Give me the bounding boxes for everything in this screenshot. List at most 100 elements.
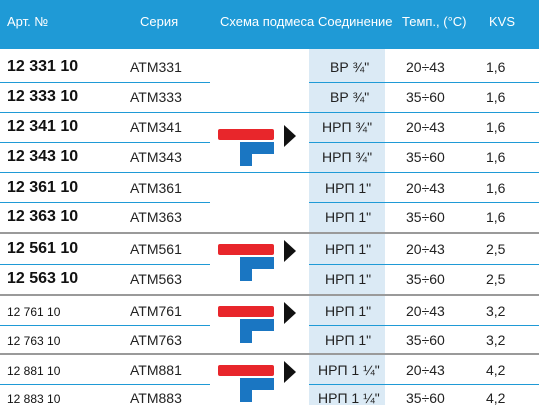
- hot-pipe: [218, 129, 274, 140]
- table-row: 12 331 10 ATM331 ВР ¾" 20÷43 1,6: [0, 52, 539, 82]
- series-cell: ATM883: [130, 390, 182, 406]
- kvs-cell: 1,6: [486, 149, 506, 165]
- series-cell: ATM331: [130, 59, 182, 75]
- kvs-cell: 2,5: [486, 271, 506, 287]
- group-separator: [0, 353, 539, 355]
- connection-cell: НРП 1": [325, 303, 372, 319]
- kvs-cell: 1,6: [486, 119, 506, 135]
- kvs-cell: 4,2: [486, 390, 506, 406]
- mixing-scheme-icon: [218, 302, 296, 343]
- kvs-cell: 1,6: [486, 180, 506, 196]
- table-row: 12 763 10 ATM763 НРП 1" 35÷60 3,2: [0, 325, 539, 355]
- mixing-scheme-icon: [218, 125, 296, 166]
- header-series: Серия: [140, 14, 179, 29]
- table-header: Арт. № Серия Схема подмеса Соединение Те…: [0, 0, 539, 49]
- arrow-icon: [284, 302, 296, 324]
- temp-cell: 35÷60: [406, 332, 445, 348]
- series-cell: ATM763: [130, 332, 182, 348]
- series-cell: ATM333: [130, 89, 182, 105]
- row-divider: [309, 82, 539, 83]
- arrow-icon: [284, 240, 296, 262]
- connection-cell: НРП 1": [325, 332, 372, 348]
- temp-cell: 20÷43: [406, 119, 445, 135]
- row-divider: [309, 202, 539, 203]
- hot-pipe: [218, 365, 274, 376]
- header-temp: Темп., (°C): [402, 14, 467, 29]
- article-number: 12 341 10: [7, 118, 79, 135]
- article-number: 12 881 10: [7, 364, 61, 378]
- row-divider: [0, 82, 210, 83]
- article-number: 12 363 10: [7, 208, 79, 225]
- cold-pipe: [240, 378, 274, 402]
- table-row: 12 361 10 ATM361 НРП 1" 20÷43 1,6: [0, 173, 539, 203]
- article-number: 12 761 10: [7, 305, 61, 319]
- temp-cell: 35÷60: [406, 390, 445, 406]
- temp-cell: 35÷60: [406, 149, 445, 165]
- article-number: 12 763 10: [7, 334, 61, 348]
- cold-pipe: [240, 319, 274, 343]
- connection-cell: НРП ¾": [322, 119, 373, 135]
- series-cell: ATM343: [130, 149, 182, 165]
- table-row: 12 761 10 ATM761 НРП 1" 20÷43 3,2: [0, 296, 539, 326]
- series-cell: ATM881: [130, 362, 182, 378]
- connection-cell: НРП 1 ¼": [318, 362, 380, 378]
- series-cell: ATM561: [130, 241, 182, 257]
- table-row: 12 881 10 ATM881 НРП 1 ¼" 20÷43 4,2: [0, 355, 539, 385]
- article-number: 12 561 10: [7, 240, 79, 257]
- temp-cell: 35÷60: [406, 271, 445, 287]
- arrow-icon: [284, 361, 296, 383]
- row-divider: [309, 384, 539, 385]
- cold-pipe: [240, 257, 274, 281]
- row-divider: [0, 264, 210, 265]
- connection-cell: НРП 1 ¼": [318, 390, 380, 406]
- kvs-cell: 4,2: [486, 362, 506, 378]
- row-divider: [0, 384, 210, 385]
- group-separator: [0, 232, 539, 234]
- hot-pipe: [218, 306, 274, 317]
- temp-cell: 35÷60: [406, 209, 445, 225]
- row-divider: [309, 325, 539, 326]
- connection-cell: НРП 1": [325, 209, 372, 225]
- table-row: 12 343 10 ATM343 НРП ¾" 35÷60 1,6: [0, 142, 539, 172]
- group-separator: [0, 294, 539, 296]
- header-art: Арт. №: [7, 14, 49, 29]
- row-divider: [309, 142, 539, 143]
- table-row: 12 363 10 ATM363 НРП 1" 35÷60 1,6: [0, 202, 539, 232]
- series-cell: ATM761: [130, 303, 182, 319]
- series-cell: ATM341: [130, 119, 182, 135]
- header-kvs: KVS: [489, 14, 516, 29]
- table-row: 12 341 10 ATM341 НРП ¾" 20÷43 1,6: [0, 112, 539, 142]
- article-number: 12 333 10: [7, 88, 79, 105]
- article-number: 12 343 10: [7, 148, 79, 165]
- arrow-icon: [284, 125, 296, 147]
- row-divider: [309, 264, 539, 265]
- header-connection: Соединение: [318, 14, 393, 29]
- table-row: 12 883 10 ATM883 НРП 1 ¼" 35÷60 4,2: [0, 383, 539, 413]
- row-divider: [0, 202, 210, 203]
- kvs-cell: 1,6: [486, 89, 506, 105]
- connection-cell: НРП 1": [325, 241, 372, 257]
- temp-cell: 20÷43: [406, 241, 445, 257]
- hot-pipe: [218, 244, 274, 255]
- temp-cell: 20÷43: [406, 362, 445, 378]
- temp-cell: 35÷60: [406, 89, 445, 105]
- connection-cell: НРП 1": [325, 271, 372, 287]
- article-number: 12 331 10: [7, 58, 79, 75]
- kvs-cell: 3,2: [486, 332, 506, 348]
- row-divider: [0, 142, 210, 143]
- article-number: 12 361 10: [7, 179, 79, 196]
- connection-cell: НРП 1": [325, 180, 372, 196]
- article-number: 12 883 10: [7, 392, 61, 406]
- kvs-cell: 2,5: [486, 241, 506, 257]
- connection-cell: ВР ¾": [330, 59, 370, 75]
- connection-cell: НРП ¾": [322, 149, 373, 165]
- connection-column-bg: [309, 49, 385, 405]
- table-row: 12 561 10 ATM561 НРП 1" 20÷43 2,5: [0, 234, 539, 264]
- kvs-cell: 1,6: [486, 209, 506, 225]
- kvs-cell: 3,2: [486, 303, 506, 319]
- temp-cell: 20÷43: [406, 303, 445, 319]
- table-row: 12 563 10 ATM563 НРП 1" 35÷60 2,5: [0, 264, 539, 294]
- series-cell: ATM361: [130, 180, 182, 196]
- mixing-scheme-icon: [218, 361, 296, 402]
- header-scheme: Схема подмеса: [220, 14, 315, 29]
